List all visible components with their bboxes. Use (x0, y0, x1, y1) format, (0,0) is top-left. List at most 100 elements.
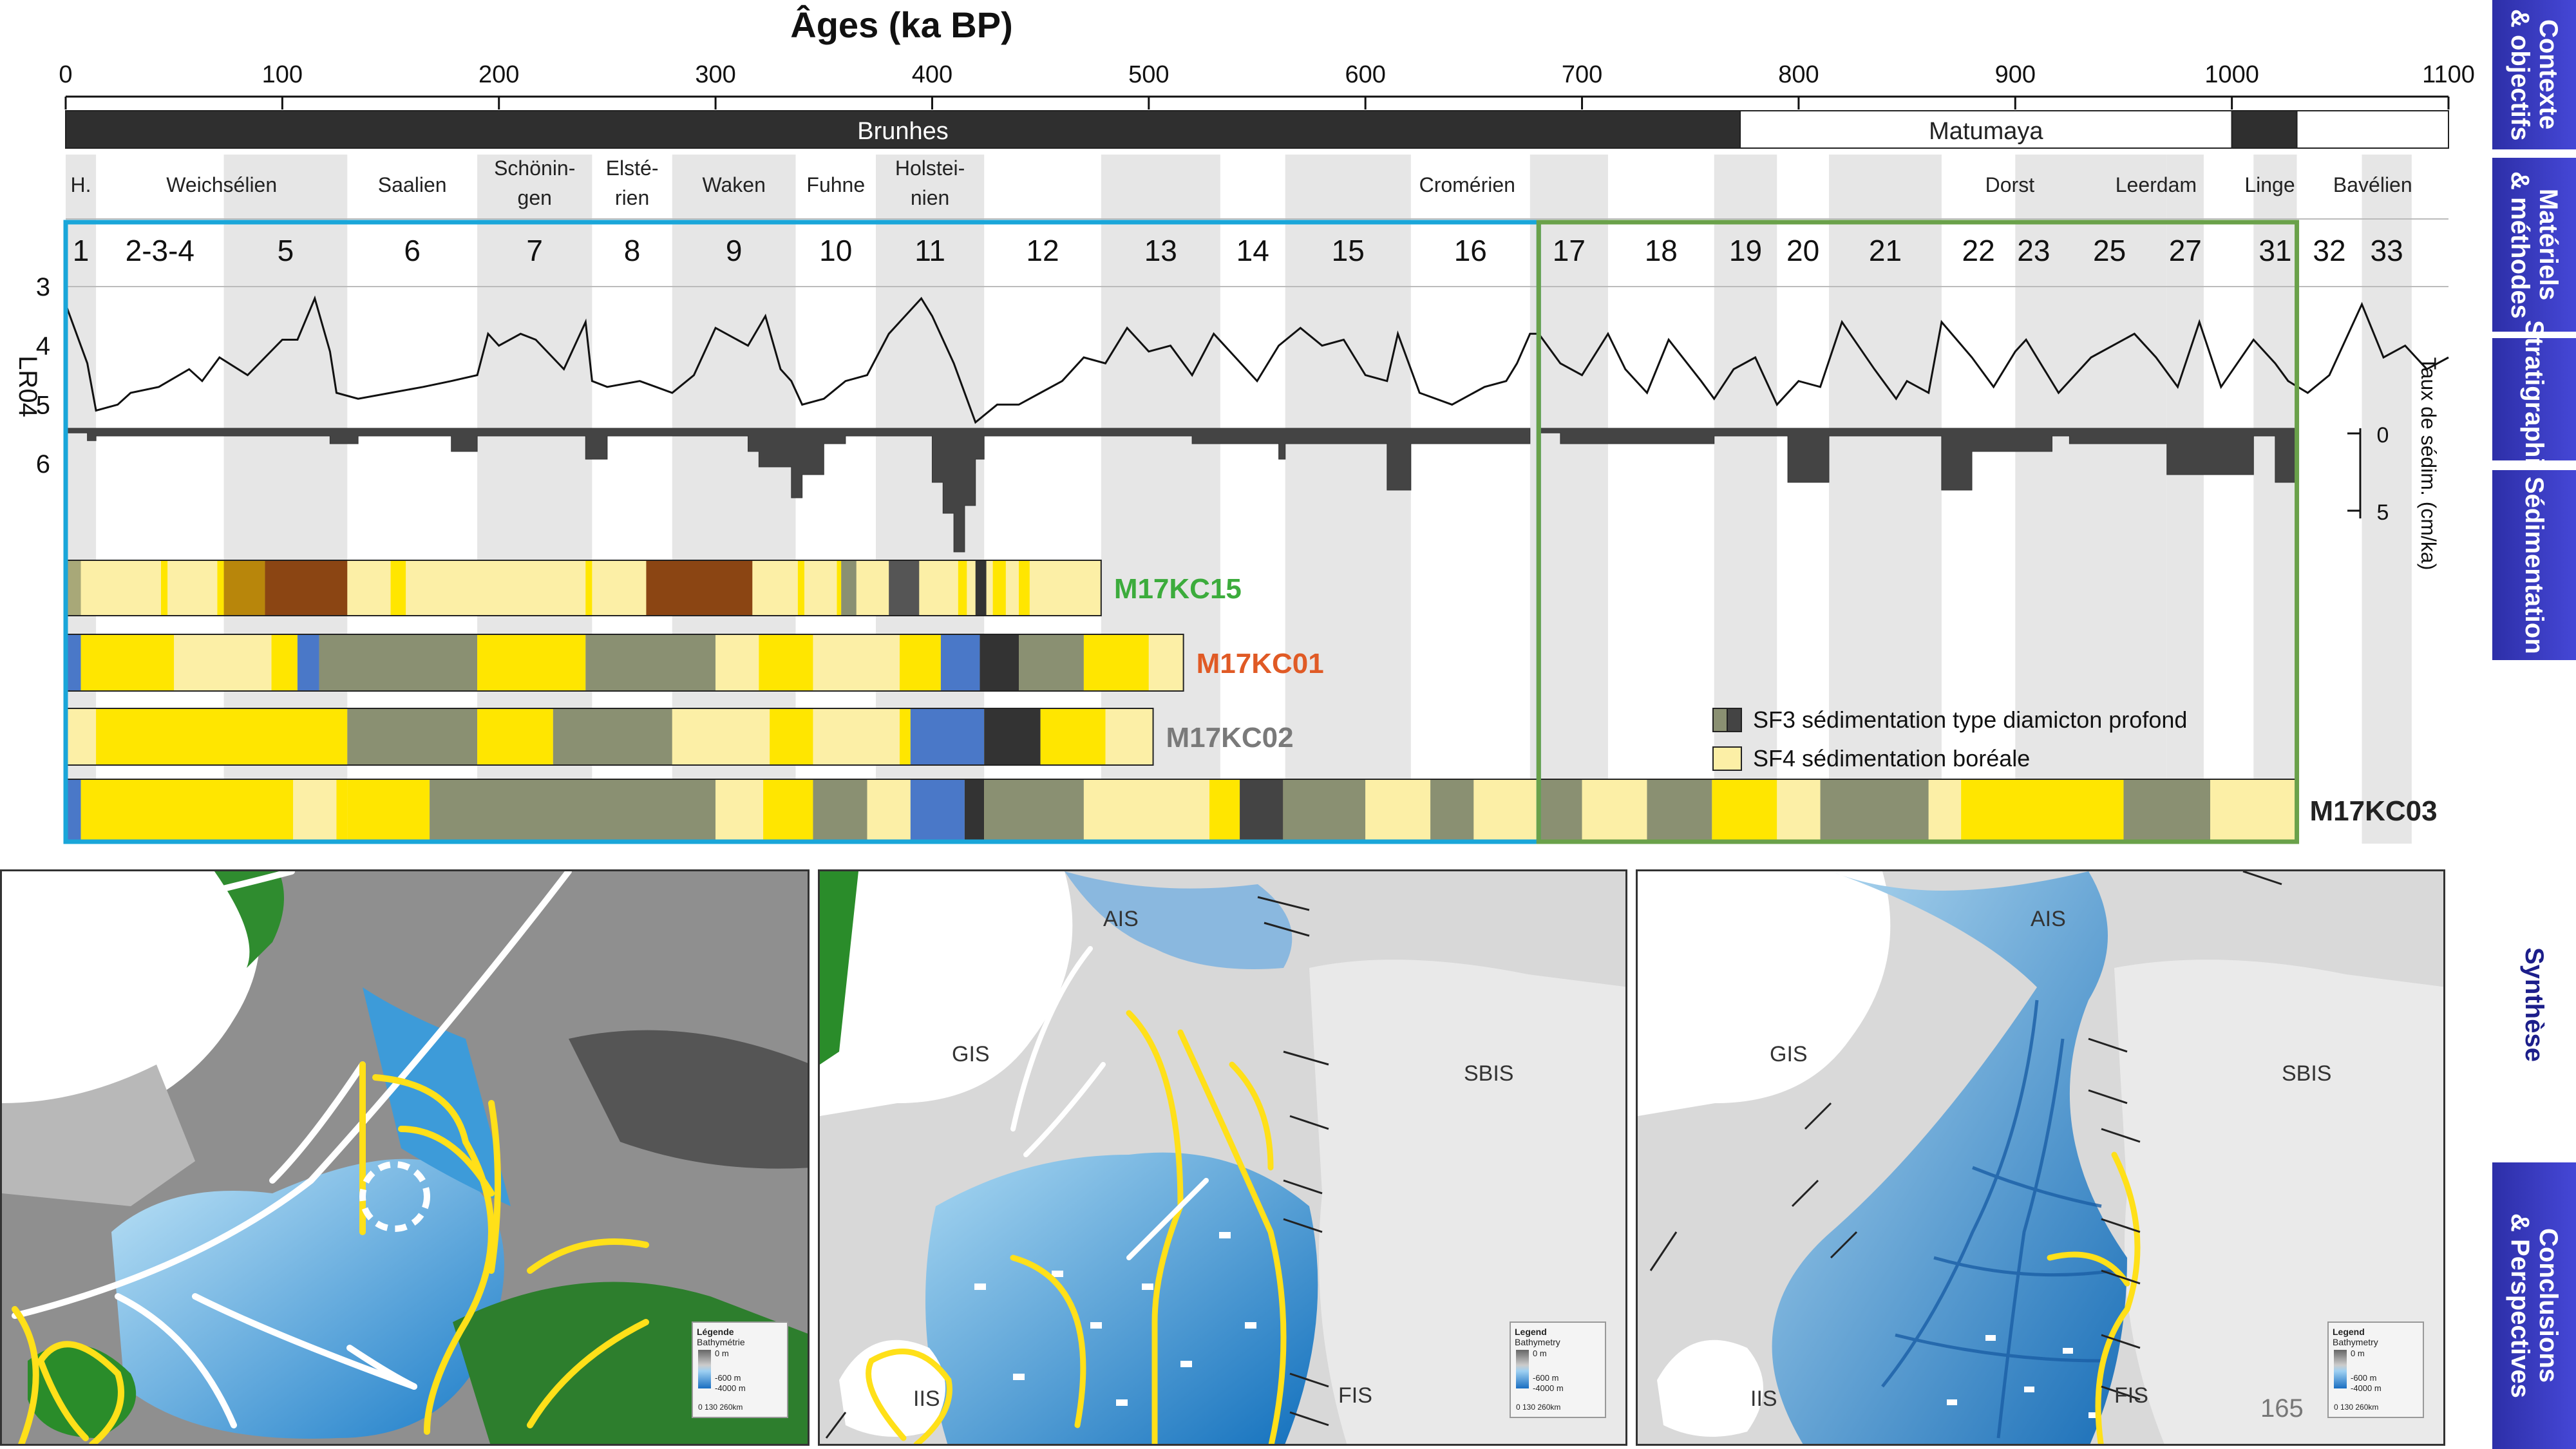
core-M17KC15-facies-14 (921, 560, 937, 616)
map-2-label-gis: GIS (952, 1042, 990, 1066)
mis-band-14 (1530, 155, 1608, 844)
nav-tab-3[interactable]: Sédimentation (2492, 470, 2576, 660)
mis-label-4: 7 (526, 234, 543, 267)
age-tick-label-6: 600 (1345, 61, 1385, 88)
age-tick-label-0: 0 (59, 61, 72, 88)
nav-tab-1[interactable]: Matériels & méthodes (2492, 158, 2576, 332)
stage-label-9: Dorst (1985, 173, 2035, 196)
map-2-graphic (820, 871, 1625, 1444)
core-M17KC01-facies-8 (715, 634, 759, 691)
stage-label-6: Fuhne (806, 173, 865, 196)
lr04-curve: 3 4 5 6 LR04 (14, 273, 2449, 478)
map-2-label-ais: AIS (1103, 907, 1139, 931)
map-3-graphic (1638, 871, 2443, 1444)
legend-title: Légende (697, 1327, 734, 1337)
core-M17KC15-facies-5 (265, 560, 348, 616)
core-M17KC15-facies-3 (217, 560, 224, 616)
mis-label-21: 25 (2093, 234, 2126, 267)
stage-label-3-a: Schönin- (494, 156, 575, 180)
mis-label-25: 33 (2371, 234, 2403, 267)
map-1-legend: Légende Bathymétrie 0 m -600 m -4000 m 0… (692, 1321, 788, 1418)
stage-label-8: Cromérien (1419, 173, 1515, 196)
core-M17KC03-facies-28 (2123, 779, 2210, 841)
core-M17KC03-facies-24 (1777, 779, 1821, 841)
core-M17KC15-facies-18 (1019, 560, 1030, 616)
legend-depth-2: -4000 m (1533, 1383, 1564, 1393)
legend-scale: 0 130 260km (2334, 1403, 2379, 1412)
age-tick-label-5: 500 (1128, 61, 1169, 88)
sedimentation-rate: 2005Taux de sédim. (cm/ka) (65, 357, 2440, 596)
map-2-label-fis: FIS (1338, 1383, 1372, 1408)
stage-label-10: Leerdam (2116, 173, 2197, 196)
mis-label-23: 31 (2259, 234, 2291, 267)
nav-tab-label-0: Contexte & objectifs (2506, 8, 2562, 141)
core-M17KC02-facies-5 (672, 708, 770, 765)
nav-tab-4[interactable]: Synthèse (2492, 873, 2576, 1137)
highlight-boxes (63, 220, 2300, 844)
map-3-label-iis: IIS (1750, 1387, 1777, 1411)
mis-label-20: 23 (2017, 234, 2050, 267)
stage-label-3-b: gen (518, 186, 552, 209)
core-M17KC03-facies-22 (1647, 779, 1712, 841)
core-M17KC01-facies-13 (980, 634, 1019, 691)
mis-label-5: 8 (624, 234, 641, 267)
mis-label-14: 17 (1553, 234, 1586, 267)
stage-label-4-a: Elsté- (606, 156, 659, 180)
legend-swatch-0-a (1712, 708, 1728, 732)
core-M17KC03-facies-23 (1712, 779, 1777, 841)
legend-depth-0: 0 m (2351, 1349, 2365, 1358)
core-M17KC03-facies-16 (1283, 779, 1366, 841)
core-M17KC01-facies-10 (813, 634, 900, 691)
lr04-axis-label: LR04 (14, 355, 42, 417)
page-number: 165 (2260, 1394, 2304, 1423)
core-M17KC03-facies-27 (1961, 779, 2124, 841)
legend-swatch-1 (1712, 746, 1742, 771)
mis-label-0: 1 (73, 234, 90, 267)
map-3-label-gis: GIS (1770, 1042, 1808, 1066)
lr04-tick-2: 5 (36, 391, 50, 419)
core-M17KC03-facies-11 (964, 779, 985, 841)
stage-names-row: H. Weichsélien Saalien Schönin-gen Elsté-rie… (71, 156, 2412, 209)
legend-depth-2: -4000 m (715, 1383, 746, 1393)
core-M17KC02-facies-8 (900, 708, 911, 765)
map-panel-3: GIS AIS SBIS IIS FIS Legend Bathymetry 0… (1636, 869, 2445, 1446)
age-tick-label-7: 700 (1562, 61, 1602, 88)
nav-tab-0[interactable]: Contexte & objectifs (2492, 0, 2576, 149)
mis-label-3: 6 (404, 234, 421, 267)
core-M17KC15-facies-15 (958, 560, 967, 616)
mis-row: 1 2-3-4 5 6 7 8 9 10 11 12 13 14 15 16 17 18 19 20 21 22 23 2… (66, 218, 2448, 287)
stage-label-2: Saalien (378, 173, 447, 196)
polarity-chron-0 (65, 110, 1741, 149)
core-M17KC02-facies-1 (96, 708, 348, 765)
mis-label-22: 27 (2169, 234, 2202, 267)
polarity-label-1: Matumaya (1929, 118, 2043, 145)
legend-depth-1: -600 m (1533, 1373, 1559, 1383)
core-M17KC02-facies-11 (1040, 708, 1106, 765)
magnetostratigraphy-bar: Brunhes Matumaya (65, 110, 2449, 149)
map-2-legend: Legend Bathymetry 0 m -600 m -4000 m 0 1… (1510, 1321, 1606, 1418)
core-M17KC01-facies-12 (940, 634, 980, 691)
core-M17KC01-facies-4 (297, 634, 319, 691)
nav-tab-2[interactable]: Stratigraphie (2492, 320, 2576, 478)
mis-band-23 (2253, 155, 2297, 844)
nav-tab-label-2: Stratigraphie (2520, 319, 2548, 479)
mis-label-15: 18 (1645, 234, 1678, 267)
core-M17KC01-facies-15 (1083, 634, 1149, 691)
mis-label-12: 15 (1332, 234, 1365, 267)
core-M17KC15-facies-0 (66, 560, 81, 616)
map-3-label-ais: AIS (2031, 907, 2066, 931)
core-M17KC03-facies-1 (80, 779, 294, 841)
stage-label-7-a: Holstei- (895, 156, 965, 180)
map-3-label-sbis: SBIS (2282, 1061, 2332, 1086)
legend-label-1: SF4 sédimentation boréale (1753, 745, 2030, 772)
mis-label-17: 20 (1786, 234, 1819, 267)
legend-label-0: SF3 sédimentation type diamicton profond (1753, 706, 2187, 733)
legend-depth-1: -600 m (2351, 1373, 2377, 1383)
core-M17KC15-facies-4 (223, 560, 265, 616)
core-label-M17KC03: M17KC03 (2310, 795, 2438, 827)
nav-tab-5[interactable]: Conclusions & Perspectives (2492, 1162, 2576, 1449)
core-M17KC15-facies-12 (841, 560, 857, 616)
core-M17KC03-facies-6 (715, 779, 764, 841)
core-M17KC03-facies-18 (1430, 779, 1474, 841)
age-tick-label-2: 200 (478, 61, 519, 88)
